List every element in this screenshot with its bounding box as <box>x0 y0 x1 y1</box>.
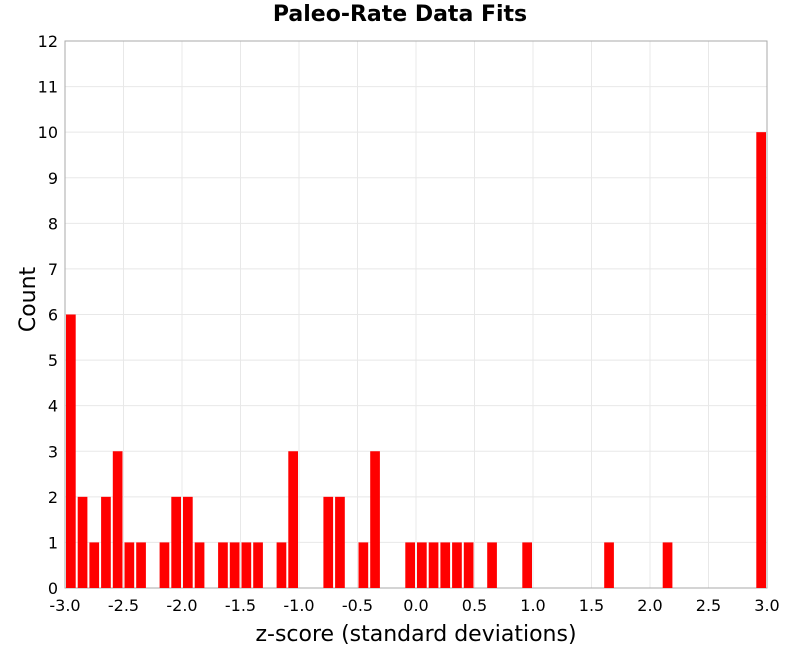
histogram-bar <box>370 451 380 588</box>
histogram-bar <box>405 542 415 588</box>
histogram-bar <box>241 542 252 588</box>
y-tick-label: 6 <box>48 306 58 325</box>
y-tick-label: 3 <box>48 442 58 461</box>
x-tick-label: 0.0 <box>403 596 428 615</box>
histogram-bar <box>136 542 146 588</box>
histogram-bar <box>358 542 369 588</box>
y-tick-label: 1 <box>48 533 58 552</box>
x-tick-label: 1.5 <box>579 596 604 615</box>
histogram-bar <box>440 542 451 588</box>
y-tick-label: 9 <box>48 169 58 188</box>
histogram-bar <box>112 451 123 588</box>
x-tick-label: -0.5 <box>342 596 373 615</box>
histogram-bar <box>77 496 88 588</box>
x-tick-label: -1.5 <box>225 596 256 615</box>
histogram-bar <box>463 542 474 588</box>
histogram-bar <box>417 542 427 588</box>
histogram-bar <box>124 542 135 588</box>
chart-title: Paleo-Rate Data Fits <box>272 2 528 27</box>
histogram-bar <box>604 542 614 588</box>
y-tick-label: 7 <box>48 260 58 279</box>
histogram-bar <box>428 542 439 588</box>
y-tick-label: 0 <box>48 579 58 598</box>
y-tick-label: 11 <box>38 78 58 97</box>
x-tick-label: 3.0 <box>754 596 779 615</box>
histogram-bar <box>229 542 240 588</box>
x-tick-label: -2.0 <box>166 596 197 615</box>
histogram-bar <box>276 542 287 588</box>
y-tick-label: 2 <box>48 488 58 507</box>
histogram-bar <box>452 542 462 588</box>
y-tick-label: 10 <box>38 123 58 142</box>
y-tick-label: 5 <box>48 351 58 370</box>
x-tick-label: 2.0 <box>637 596 662 615</box>
histogram-bar <box>662 542 673 588</box>
histogram-bar <box>183 496 193 588</box>
x-tick-label: -1.0 <box>283 596 314 615</box>
bars <box>66 132 766 588</box>
x-tick-label: 0.5 <box>462 596 487 615</box>
x-axis-ticks: -3.0 -2.5 -2.0 -1.5 -1.0 -0.5 0.0 0.5 1.0 1.5 2.0 2… <box>49 596 779 615</box>
x-tick-label: -3.0 <box>49 596 80 615</box>
histogram-bar <box>89 542 100 588</box>
x-axis-label: z-score (standard deviations) <box>255 622 576 647</box>
histogram-bar <box>522 542 532 588</box>
histogram-bar <box>253 542 263 588</box>
x-tick-label: -2.5 <box>108 596 139 615</box>
histogram-bar <box>756 132 766 588</box>
y-tick-label: 12 <box>38 32 58 51</box>
histogram-bar <box>218 542 228 588</box>
histogram-bar <box>288 451 298 588</box>
histogram-bar <box>323 496 334 588</box>
histogram-bar <box>159 542 170 588</box>
plot-area <box>64 40 768 589</box>
histogram-bar <box>66 314 76 588</box>
y-tick-label: 4 <box>48 397 58 416</box>
x-tick-label: 2.5 <box>696 596 721 615</box>
histogram-bar <box>171 496 181 588</box>
histogram-bar <box>101 496 111 588</box>
histogram-bar <box>194 542 205 588</box>
histogram-bar <box>335 496 345 588</box>
histogram-bar <box>487 542 497 588</box>
y-axis-label: Count <box>16 266 41 332</box>
y-tick-label: 8 <box>48 214 58 233</box>
grid-lines <box>64 40 768 589</box>
x-tick-label: 1.0 <box>520 596 545 615</box>
